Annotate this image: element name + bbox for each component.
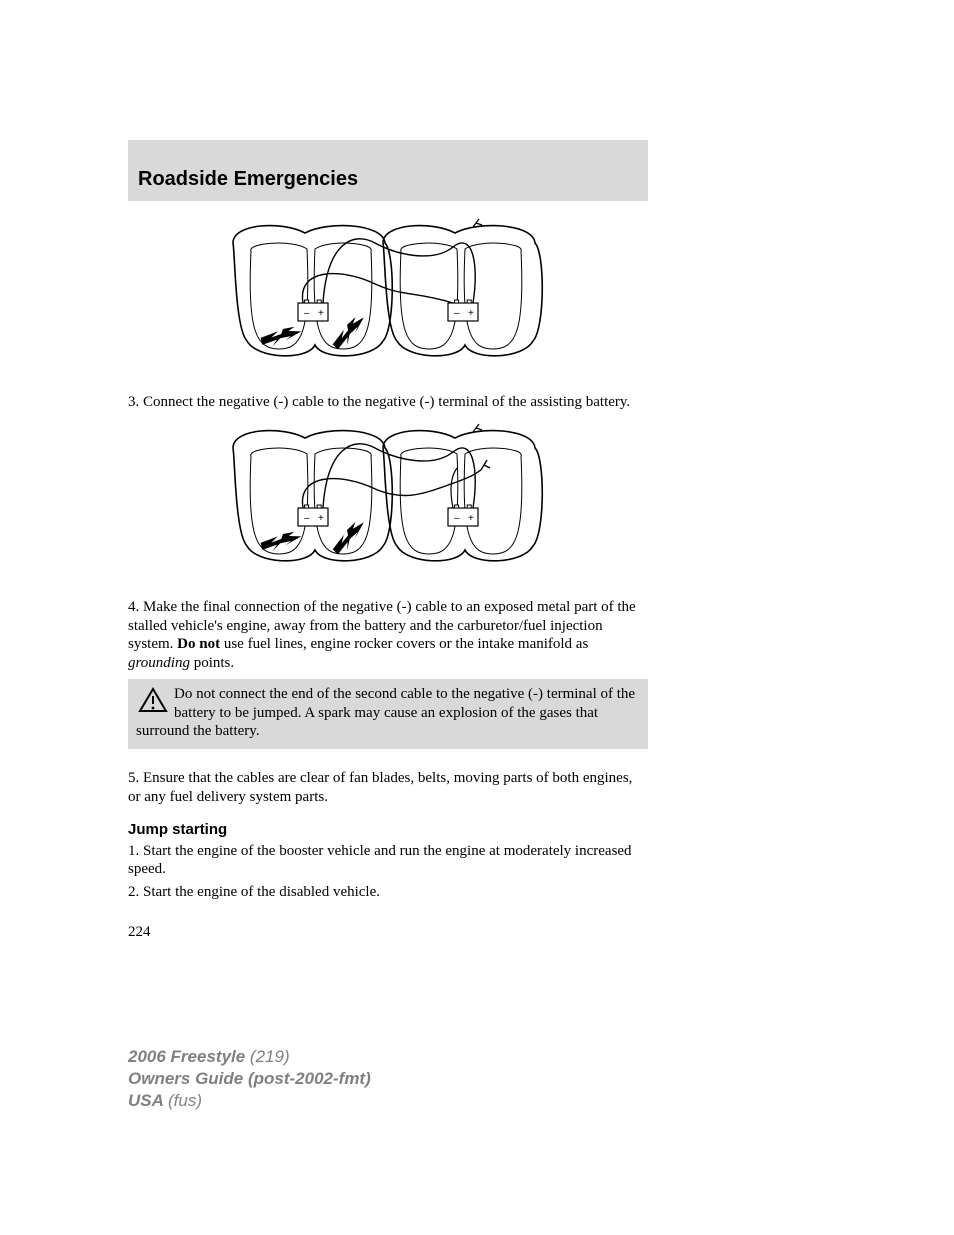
step-3-text: 3. Connect the negative (-) cable to the…	[128, 393, 648, 412]
svg-text:–: –	[454, 308, 460, 319]
warning-text: Do not connect the end of the second cab…	[136, 686, 635, 740]
jump-step-2: 2. Start the engine of the disabled vehi…	[128, 883, 648, 902]
svg-text:–: –	[454, 513, 460, 524]
svg-text:+: +	[318, 308, 324, 319]
jumper-cable-diagram-1: –+–+	[218, 213, 558, 383]
jump-starting-heading: Jump starting	[128, 821, 648, 838]
step-4-italic: grounding	[128, 655, 190, 671]
svg-text:+: +	[468, 308, 474, 319]
footer-model: 2006 Freestyle	[128, 1047, 250, 1066]
footer-block: 2006 Freestyle (219) Owners Guide (post-…	[128, 1046, 371, 1112]
page-content: Roadside Emergencies –+–+ 3. Connect the…	[128, 140, 648, 941]
svg-text:–: –	[304, 513, 310, 524]
warning-box: Do not connect the end of the second cab…	[128, 679, 648, 749]
footer-line-1: 2006 Freestyle (219)	[128, 1046, 371, 1068]
footer-line-3: USA (fus)	[128, 1090, 371, 1112]
footer-fus: (fus)	[168, 1091, 202, 1110]
svg-text:–: –	[304, 308, 310, 319]
footer-code: (219)	[250, 1047, 290, 1066]
step-4-post: points.	[190, 655, 234, 671]
footer-region: USA	[128, 1091, 168, 1110]
svg-text:+: +	[318, 513, 324, 524]
warning-triangle-icon	[138, 687, 168, 713]
step-4-bold: Do not	[177, 636, 220, 652]
section-title: Roadside Emergencies	[138, 168, 638, 191]
section-header-band: Roadside Emergencies	[128, 140, 648, 201]
step-4-text: 4. Make the final connection of the nega…	[128, 598, 648, 673]
step-4-mid: use fuel lines, engine rocker covers or …	[220, 636, 588, 652]
jumper-cable-diagram-2: –+–+	[218, 418, 558, 588]
page-number: 224	[128, 924, 648, 941]
svg-text:+: +	[468, 513, 474, 524]
footer-line-2: Owners Guide (post-2002-fmt)	[128, 1068, 371, 1090]
step-5-text: 5. Ensure that the cables are clear of f…	[128, 769, 648, 807]
jump-step-1: 1. Start the engine of the booster vehic…	[128, 842, 648, 880]
